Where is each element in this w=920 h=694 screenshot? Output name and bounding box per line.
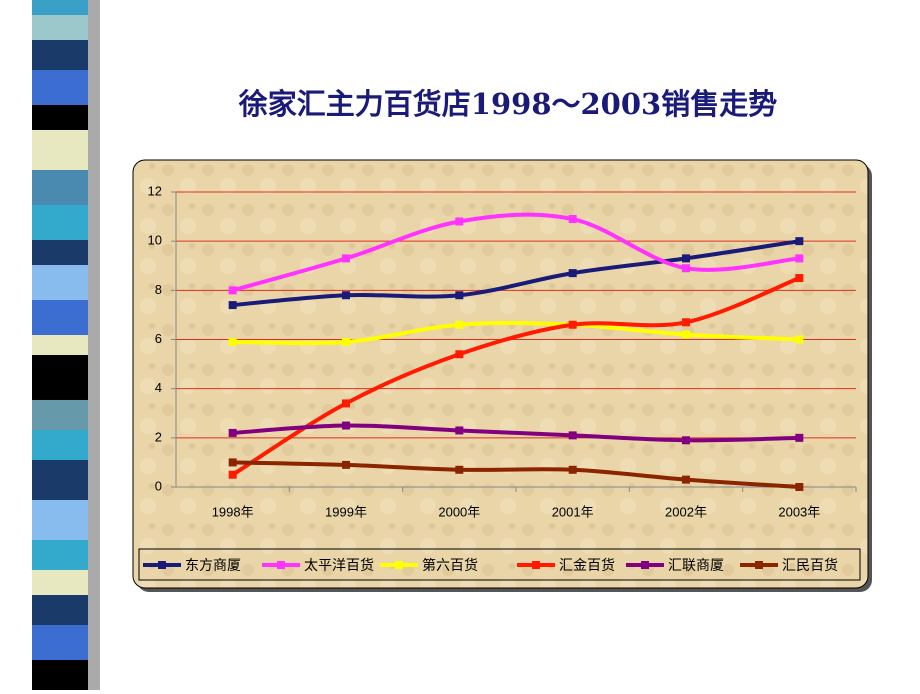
data-point <box>682 475 690 484</box>
data-point <box>455 350 464 359</box>
x-tick-label: 2000年 <box>438 504 480 519</box>
y-tick-label: 0 <box>155 478 162 493</box>
data-point <box>228 301 237 310</box>
y-tick-label: 8 <box>155 282 162 297</box>
x-tick-label: 1998年 <box>212 504 254 519</box>
data-point <box>228 337 237 346</box>
data-point <box>228 458 237 467</box>
data-point <box>455 320 464 329</box>
data-point <box>795 274 804 283</box>
data-point <box>682 318 690 327</box>
data-point <box>795 254 804 263</box>
plot: 0 2 4 6 8 10 12 1998年 1999年 2000年 2001年 2002年 2003年东… <box>143 183 857 574</box>
chart-area <box>132 159 869 589</box>
legend-label: 东方商厦 <box>185 558 241 574</box>
legend-marker <box>395 561 403 569</box>
x-tick-label: 2002年 <box>665 504 707 519</box>
data-point <box>455 426 464 435</box>
data-point <box>682 254 690 263</box>
x-tick-label: 1999年 <box>325 504 367 519</box>
data-point <box>455 465 464 474</box>
series-line <box>232 423 800 443</box>
data-point <box>795 335 804 344</box>
y-tick-label: 4 <box>155 380 162 395</box>
data-point <box>342 460 350 469</box>
data-point <box>682 264 690 273</box>
y-tick-label: 10 <box>148 233 162 248</box>
x-tick-label: 2001年 <box>552 504 594 519</box>
data-point <box>455 217 464 226</box>
data-point <box>228 428 237 437</box>
data-point <box>795 237 804 246</box>
data-point <box>795 483 804 491</box>
data-point <box>568 465 577 474</box>
legend-marker <box>641 561 649 569</box>
data-point <box>342 399 350 408</box>
data-point <box>568 269 577 278</box>
legend-label: 第六百货 <box>422 557 478 574</box>
data-point <box>342 337 350 346</box>
legend-label: 汇金百货 <box>559 557 615 574</box>
data-point <box>228 286 237 295</box>
legend-label: 汇民百货 <box>782 557 838 574</box>
legend-label: 太平洋百货 <box>304 557 374 574</box>
series-line <box>232 321 800 346</box>
data-point <box>342 421 350 430</box>
data-point <box>228 470 237 479</box>
series-line <box>232 212 800 293</box>
data-point <box>682 330 690 339</box>
y-tick-label: 2 <box>155 429 162 444</box>
legend-marker <box>755 561 763 569</box>
data-point <box>568 215 577 224</box>
data-point <box>342 254 350 263</box>
chart-title: 徐家汇主力百货店1998～2003销售走势 <box>238 87 777 121</box>
legend-marker <box>277 561 285 569</box>
side-strip <box>32 0 100 690</box>
series-line <box>232 239 800 308</box>
y-tick-label: 6 <box>155 331 162 346</box>
y-tick-label: 12 <box>148 183 162 198</box>
legend-marker <box>532 561 540 569</box>
data-point <box>455 291 464 300</box>
data-point <box>682 436 690 445</box>
legend-marker <box>158 561 166 569</box>
data-point <box>568 431 577 440</box>
legend-label: 汇联商厦 <box>668 558 724 574</box>
x-tick-label: 2003年 <box>778 504 820 519</box>
data-point <box>795 433 804 442</box>
data-point <box>568 320 577 329</box>
data-point <box>342 291 350 300</box>
legend-box <box>138 548 861 581</box>
series-line <box>231 276 801 477</box>
series-line <box>232 460 800 489</box>
